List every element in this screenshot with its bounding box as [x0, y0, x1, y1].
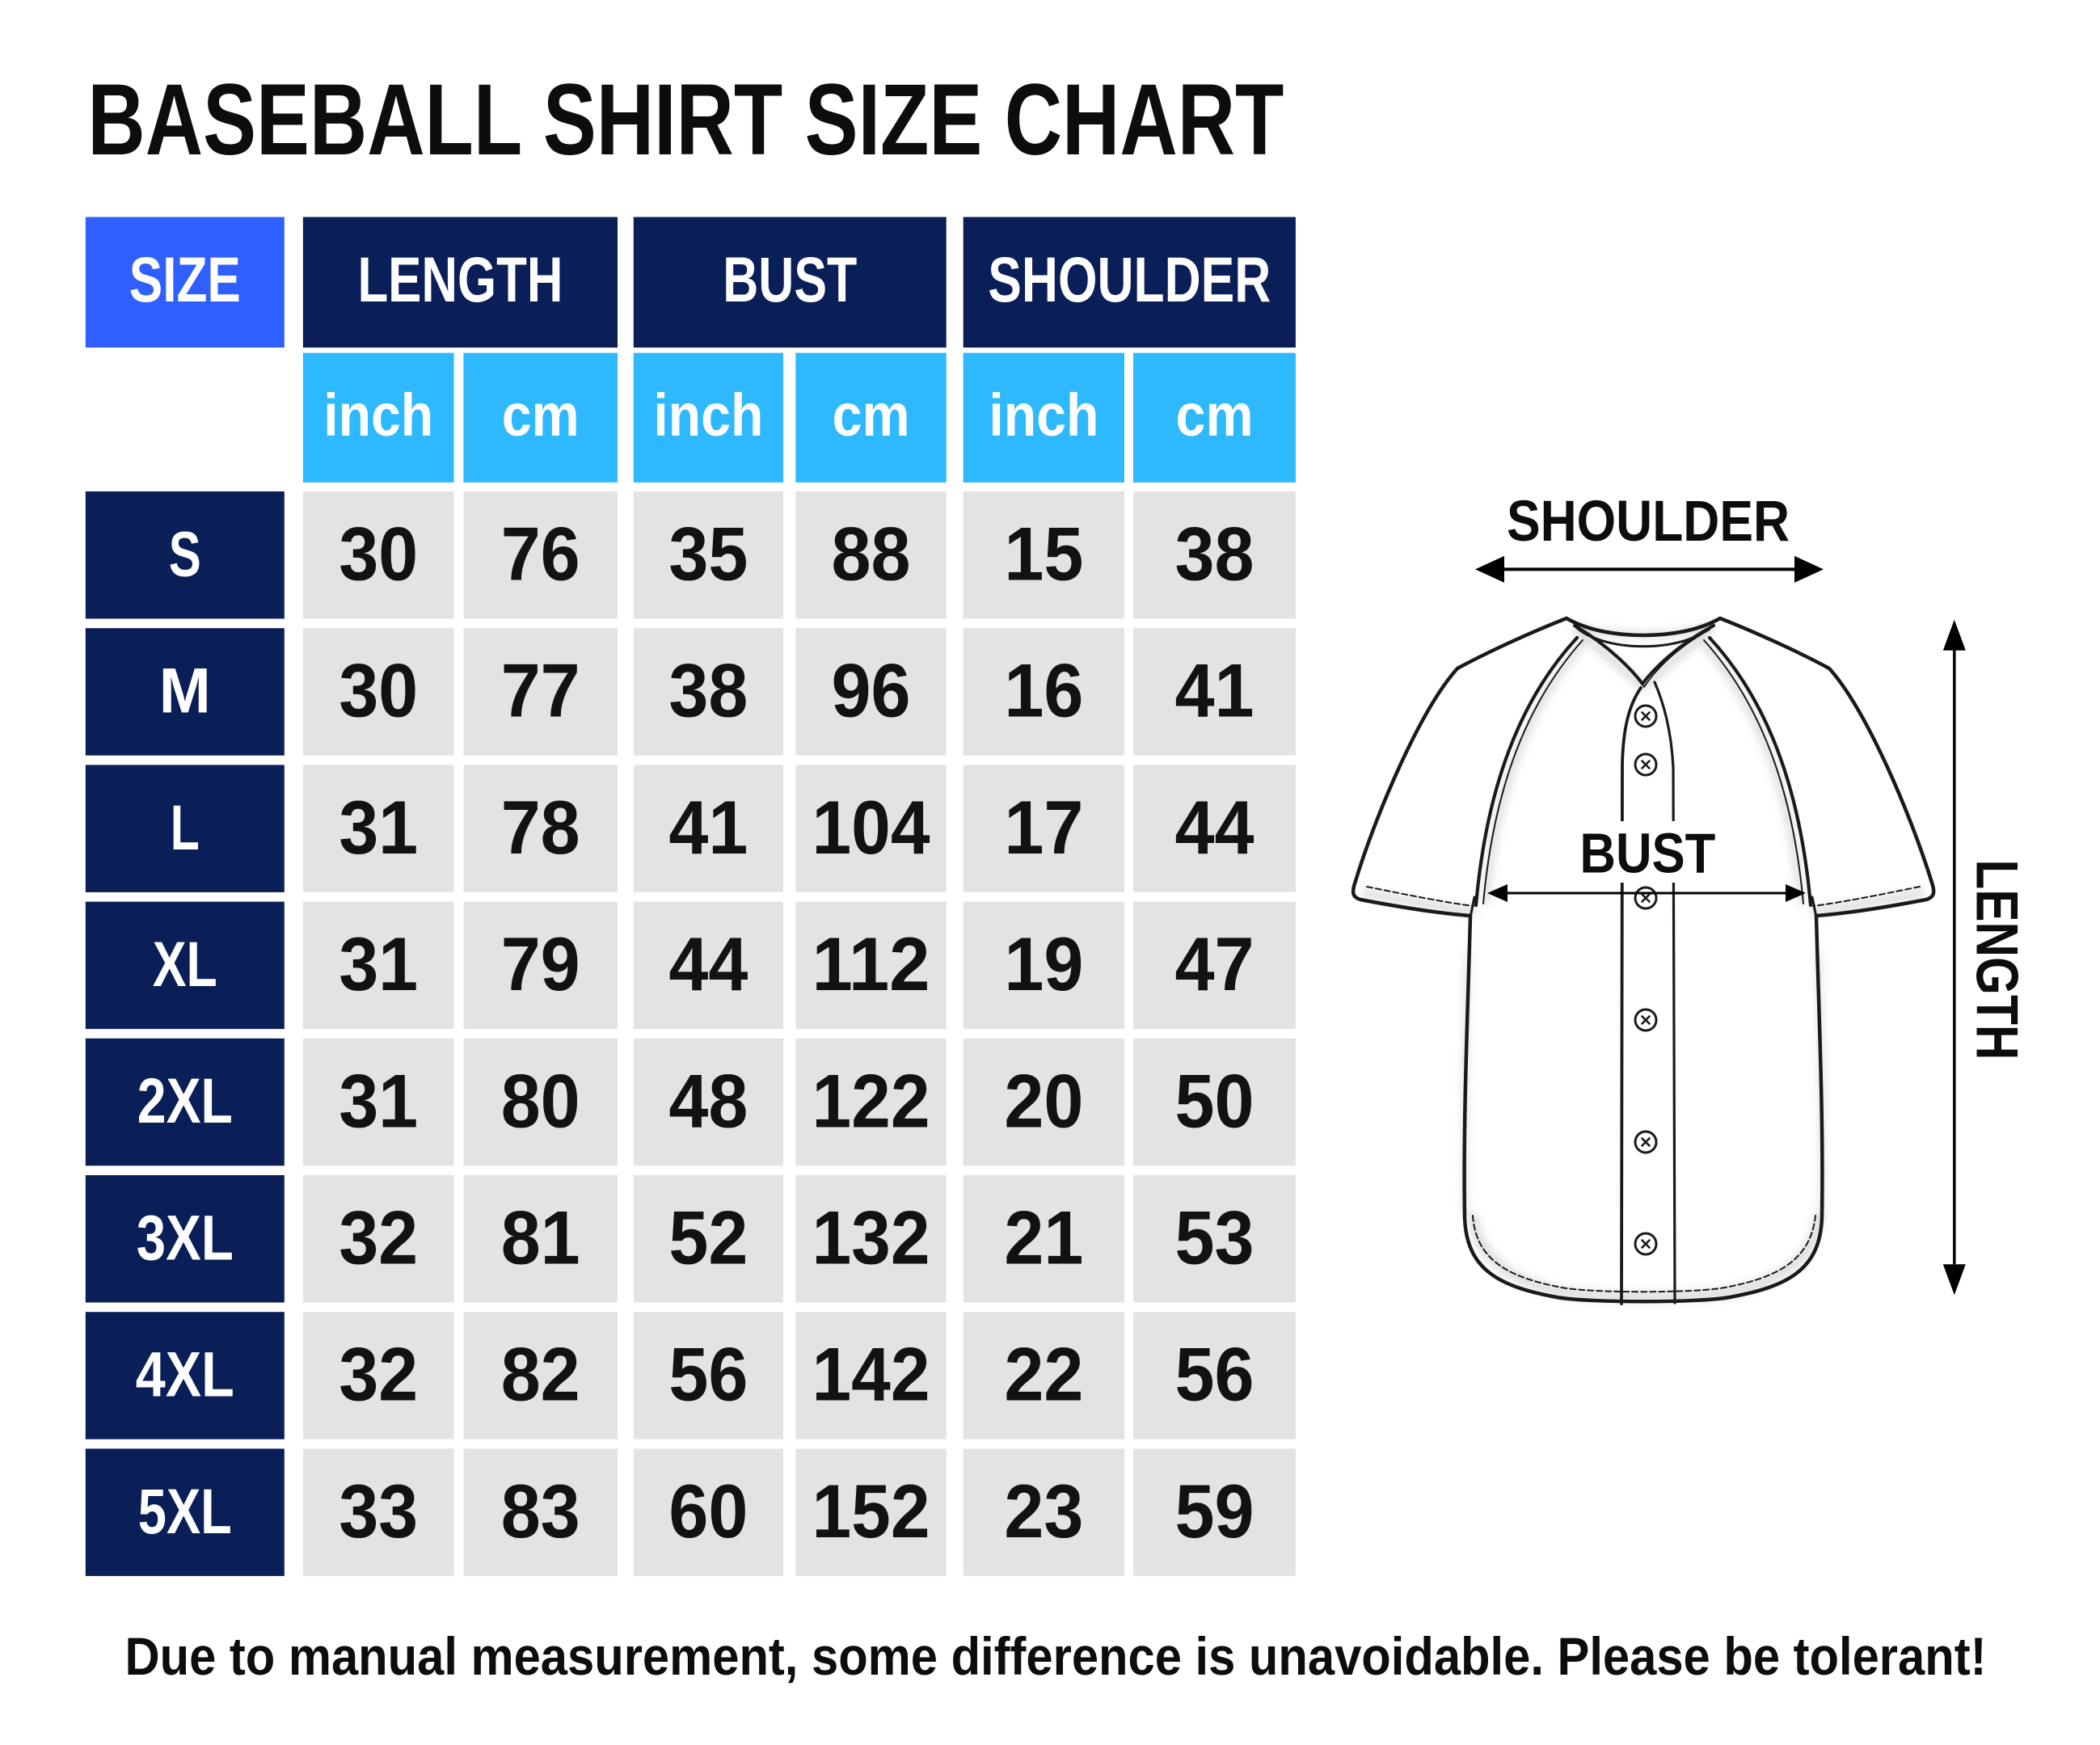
svg-text:142: 142: [812, 1333, 930, 1417]
svg-text:20: 20: [1004, 1059, 1083, 1143]
svg-text:inch: inch: [323, 381, 433, 449]
svg-text:96: 96: [832, 649, 911, 733]
svg-text:BUST: BUST: [1579, 822, 1715, 885]
svg-text:41: 41: [668, 786, 748, 870]
svg-text:88: 88: [832, 512, 911, 596]
svg-text:L: L: [171, 791, 200, 863]
svg-text:82: 82: [501, 1333, 580, 1417]
svg-text:47: 47: [1175, 922, 1255, 1006]
svg-text:35: 35: [668, 512, 748, 596]
svg-text:2XL: 2XL: [137, 1064, 233, 1136]
svg-text:XL: XL: [153, 928, 217, 1000]
svg-text:SHOULDER: SHOULDER: [988, 244, 1271, 315]
svg-text:30: 30: [339, 649, 418, 733]
svg-text:112: 112: [812, 922, 930, 1006]
svg-text:44: 44: [668, 922, 748, 1006]
svg-text:38: 38: [668, 649, 748, 733]
svg-text:48: 48: [668, 1059, 748, 1143]
svg-text:32: 32: [339, 1196, 418, 1280]
svg-text:23: 23: [1004, 1469, 1083, 1553]
svg-text:52: 52: [668, 1196, 748, 1280]
svg-text:78: 78: [501, 786, 580, 870]
svg-text:S: S: [169, 517, 201, 589]
svg-text:60: 60: [668, 1469, 748, 1553]
svg-text:79: 79: [501, 922, 580, 1006]
svg-text:31: 31: [339, 786, 418, 870]
svg-text:inch: inch: [653, 381, 763, 449]
svg-text:56: 56: [668, 1333, 748, 1417]
svg-text:cm: cm: [833, 381, 910, 449]
svg-text:80: 80: [501, 1059, 580, 1143]
svg-text:41: 41: [1175, 649, 1255, 733]
svg-text:M: M: [159, 655, 211, 727]
svg-text:Due to manual measurement, som: Due to manual measurement, some differen…: [125, 1626, 1987, 1686]
svg-text:31: 31: [339, 1059, 418, 1143]
svg-text:LENGTH: LENGTH: [357, 244, 563, 315]
svg-text:59: 59: [1175, 1469, 1255, 1553]
svg-text:50: 50: [1175, 1059, 1255, 1143]
svg-text:4XL: 4XL: [136, 1338, 234, 1410]
svg-text:38: 38: [1175, 512, 1255, 596]
svg-text:83: 83: [501, 1469, 580, 1553]
svg-text:cm: cm: [502, 381, 580, 449]
svg-text:BUST: BUST: [723, 244, 857, 315]
svg-text:5XL: 5XL: [138, 1475, 232, 1547]
svg-text:inch: inch: [989, 381, 1098, 449]
svg-text:104: 104: [812, 786, 930, 870]
svg-text:81: 81: [501, 1196, 580, 1280]
svg-text:30: 30: [339, 512, 418, 596]
svg-text:44: 44: [1175, 786, 1255, 870]
svg-text:53: 53: [1175, 1196, 1255, 1280]
svg-text:3XL: 3XL: [137, 1201, 234, 1273]
svg-text:15: 15: [1004, 512, 1083, 596]
svg-text:19: 19: [1004, 922, 1083, 1006]
svg-text:31: 31: [339, 922, 418, 1006]
svg-text:22: 22: [1004, 1333, 1083, 1417]
svg-text:SIZE: SIZE: [129, 244, 241, 315]
svg-text:BASEBALL SHIRT SIZE CHART: BASEBALL SHIRT SIZE CHART: [87, 62, 1284, 176]
svg-text:56: 56: [1175, 1333, 1255, 1417]
svg-text:16: 16: [1004, 649, 1083, 733]
svg-text:SHOULDER: SHOULDER: [1507, 490, 1790, 554]
svg-text:76: 76: [501, 512, 580, 596]
svg-text:33: 33: [339, 1469, 418, 1553]
svg-text:32: 32: [339, 1333, 418, 1417]
svg-text:152: 152: [812, 1469, 930, 1553]
svg-text:122: 122: [812, 1059, 930, 1143]
svg-text:LENGTH: LENGTH: [1963, 859, 2030, 1060]
svg-text:17: 17: [1004, 786, 1083, 870]
svg-text:77: 77: [501, 649, 580, 733]
svg-text:21: 21: [1004, 1196, 1083, 1280]
svg-text:cm: cm: [1176, 381, 1254, 449]
svg-text:132: 132: [812, 1196, 930, 1280]
